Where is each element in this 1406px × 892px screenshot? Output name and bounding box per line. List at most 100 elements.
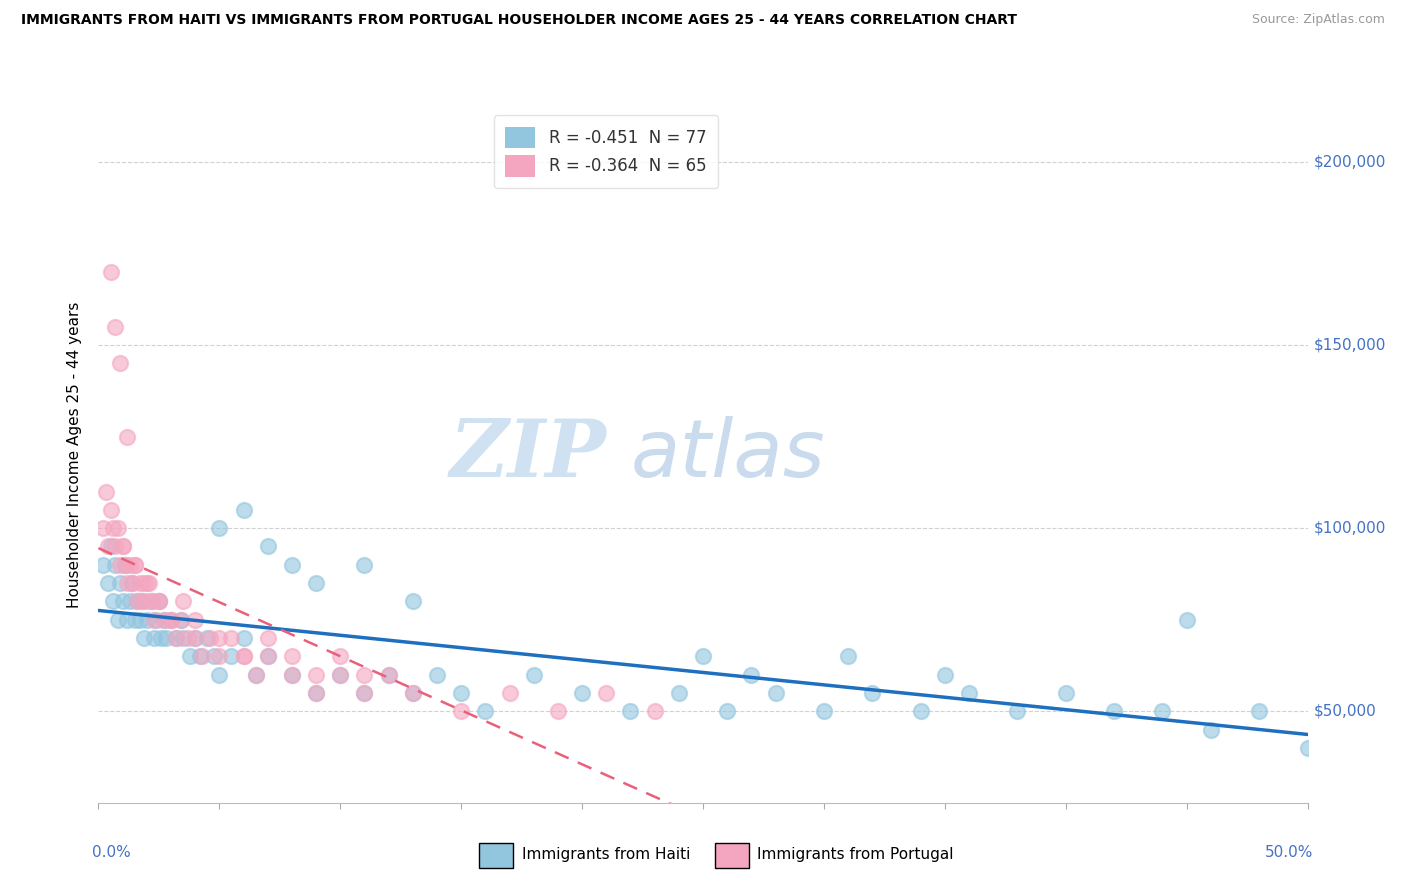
Text: Immigrants from Haiti: Immigrants from Haiti [522,847,690,863]
Point [668,686,690,700]
Text: $150,000: $150,000 [1313,337,1386,352]
Point [813,704,835,718]
Point [281,558,304,572]
Point [172,631,194,645]
Point [179,649,201,664]
Point [245,667,267,681]
Point [450,686,472,700]
Point [111,594,134,608]
Point [141,594,163,608]
Point [377,667,399,681]
Point [172,594,194,608]
Point [127,594,149,608]
Text: ZIP: ZIP [450,417,606,493]
Point [111,540,134,554]
Point [353,686,375,700]
Point [1007,704,1029,718]
Point [114,558,136,572]
FancyBboxPatch shape [479,843,513,868]
Point [104,558,127,572]
Point [127,594,149,608]
Point [191,649,214,664]
Point [155,631,177,645]
Point [143,631,166,645]
Point [402,686,425,700]
Point [117,576,139,591]
Point [208,667,231,681]
Point [165,631,187,645]
Text: Immigrants from Portugal: Immigrants from Portugal [758,847,953,863]
Point [523,667,546,681]
Point [107,521,129,535]
Point [97,576,120,591]
Point [97,540,120,554]
Point [100,503,122,517]
Point [124,558,146,572]
Point [124,558,146,572]
Point [232,631,254,645]
Point [498,686,520,700]
Point [117,429,139,443]
Text: $200,000: $200,000 [1313,154,1386,169]
Point [837,649,859,664]
Point [934,667,956,681]
Text: atlas: atlas [630,416,825,494]
Point [121,576,143,591]
Point [160,613,183,627]
Point [353,686,375,700]
Point [184,631,207,645]
Point [165,631,187,645]
Point [152,613,174,627]
Point [353,667,375,681]
Point [148,594,170,608]
Point [121,576,143,591]
Point [1296,740,1319,755]
Point [232,503,254,517]
Point [208,521,231,535]
Point [138,576,160,591]
Point [100,540,122,554]
Point [1175,613,1198,627]
Point [1249,704,1271,718]
Point [740,667,762,681]
Point [450,704,472,718]
Point [148,594,170,608]
Point [143,613,166,627]
Point [1102,704,1125,718]
Point [124,613,146,627]
Point [108,576,131,591]
Point [145,613,167,627]
Point [377,667,399,681]
Point [108,558,131,572]
Point [547,704,569,718]
Text: 50.0%: 50.0% [1265,845,1313,860]
Point [402,686,425,700]
Point [281,649,304,664]
Point [305,686,328,700]
Point [256,649,278,664]
Point [281,667,304,681]
Point [256,631,278,645]
Point [160,613,183,627]
Point [692,649,714,664]
Point [571,686,593,700]
Point [474,704,496,718]
Point [135,594,157,608]
Point [114,558,136,572]
Point [111,540,134,554]
Point [305,667,328,681]
Point [1199,723,1222,737]
Point [134,631,156,645]
Point [765,686,787,700]
Point [329,667,352,681]
Point [353,558,375,572]
Point [101,594,124,608]
Point [426,667,449,681]
Point [169,613,191,627]
Point [195,631,218,645]
Point [108,356,131,370]
Text: Source: ZipAtlas.com: Source: ZipAtlas.com [1251,13,1385,27]
Point [107,613,129,627]
Point [221,649,243,664]
Text: $100,000: $100,000 [1313,521,1386,536]
